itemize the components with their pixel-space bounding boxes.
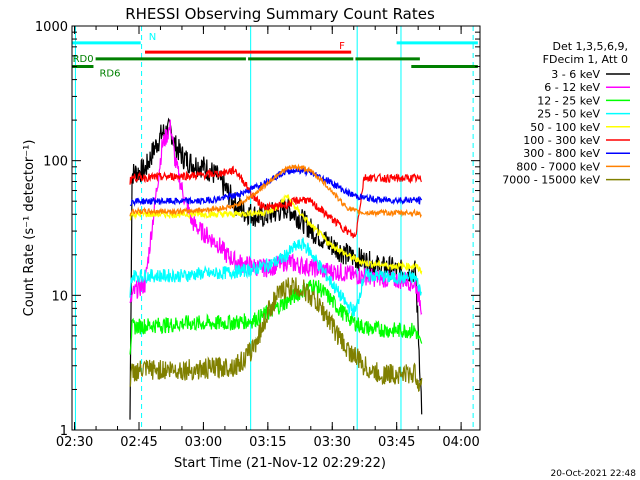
x-tick-label-1: 02:45 <box>120 435 157 450</box>
legend-header-1: FDecim 1, Att 0 <box>543 53 628 66</box>
series-line-5 <box>129 165 423 239</box>
y-axis-label: Count Rate (s⁻¹ detector⁻¹) <box>22 140 37 317</box>
plot-area: N F RD0 RD6 <box>72 26 478 430</box>
series-line-3 <box>129 237 422 317</box>
footer-timestamp: 20-Oct-2021 22:48 <box>551 469 637 479</box>
y-tick-label-2: 100 <box>43 155 68 170</box>
legend-label-7: 800 - 7000 keV <box>516 160 600 173</box>
legend-label-0: 3 - 6 keV <box>551 68 600 81</box>
x-tick-label-0: 02:30 <box>56 435 93 450</box>
series-line-8 <box>129 277 423 393</box>
plot-frame <box>71 25 481 431</box>
x-tick-label-5: 03:45 <box>378 435 415 450</box>
series-line-7 <box>129 163 422 219</box>
legend-label-1: 6 - 12 keV <box>544 81 600 94</box>
annotation-label-2: F <box>339 41 345 52</box>
x-tick-label-3: 03:15 <box>249 435 286 450</box>
x-tick-label-6: 04:00 <box>442 435 479 450</box>
legend: Det 1,3,5,6,9,FDecim 1, Att 0 3 - 6 keV6 … <box>502 40 630 187</box>
legend-label-6: 300 - 800 keV <box>523 147 600 160</box>
x-axis: 02:30 02:45 03:00 03:15 03:30 03:45 04:00 <box>56 26 480 450</box>
legend-label-2: 12 - 25 keV <box>537 94 600 107</box>
y-tick-label-0: 1 <box>60 424 68 439</box>
series-line-0 <box>129 117 423 420</box>
y-tick-label-3: 1000 <box>35 20 68 35</box>
y-tick-label-1: 10 <box>51 289 68 304</box>
chart-title: RHESSI Observing Summary Count Rates <box>125 5 435 23</box>
annotation-label-3: RD0 <box>73 54 94 65</box>
legend-label-4: 50 - 100 keV <box>530 121 600 134</box>
legend-label-3: 25 - 50 keV <box>537 108 600 121</box>
legend-label-5: 100 - 300 keV <box>523 134 600 147</box>
legend-label-8: 7000 - 15000 keV <box>502 174 600 187</box>
x-axis-label: Start Time (21-Nov-12 02:29:22) <box>174 456 386 471</box>
annotation-label-4: RD6 <box>99 69 120 80</box>
x-tick-label-2: 03:00 <box>185 435 222 450</box>
legend-header-0: Det 1,3,5,6,9, <box>552 40 628 53</box>
y-axis: 1 10 100 1000 <box>35 20 480 439</box>
x-tick-label-4: 03:30 <box>314 435 351 450</box>
annotation-label-0: N <box>149 32 156 43</box>
